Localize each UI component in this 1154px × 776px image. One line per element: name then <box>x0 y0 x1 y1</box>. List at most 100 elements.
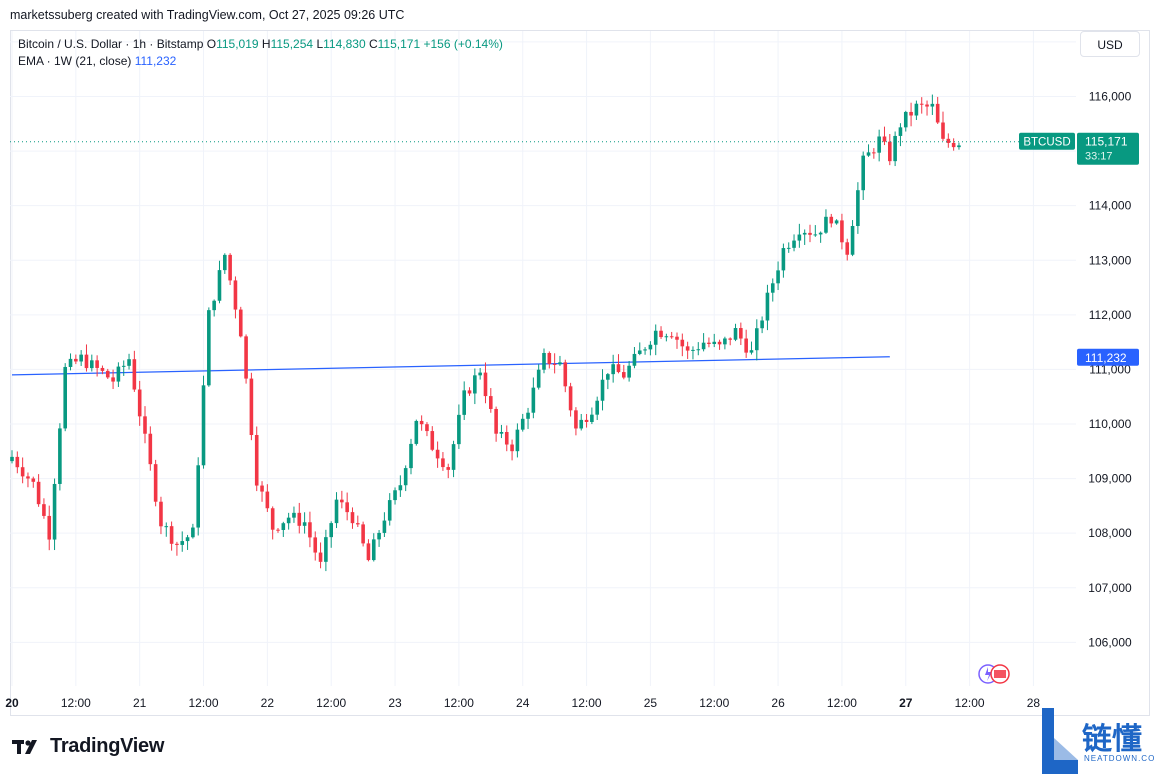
candle-body <box>792 240 796 248</box>
candle-body <box>302 522 307 526</box>
candle-body <box>643 349 647 351</box>
candle-body <box>882 136 887 142</box>
high-value: 115,254 <box>270 37 314 51</box>
y-tick-label: 106,000 <box>1088 635 1132 649</box>
candle-body <box>286 517 291 524</box>
candle-body <box>600 379 605 401</box>
candle-body <box>52 483 57 540</box>
currency-button[interactable]: USD <box>1080 31 1140 57</box>
candle-body <box>872 152 876 154</box>
candle-body <box>616 364 621 373</box>
x-tick-label: 20 <box>5 696 19 710</box>
candle-body <box>680 339 685 347</box>
candle-body <box>856 190 860 227</box>
symbol-title[interactable]: Bitcoin / U.S. Dollar · 1h · Bitstamp <box>18 37 204 51</box>
candle-body <box>127 359 131 366</box>
candle-body <box>866 152 871 156</box>
x-tick-label: 22 <box>261 696 275 710</box>
candle-body <box>10 456 14 462</box>
candle-body <box>590 414 594 422</box>
candle-body <box>861 155 865 191</box>
candle-body <box>941 122 945 139</box>
last-price-tag-value: 115,171 <box>1085 135 1128 149</box>
change-value: +156 (+0.14%) <box>423 37 503 51</box>
site-watermark: 链懂 NEATDOWN.COM <box>1040 708 1154 774</box>
candle-body <box>329 523 333 538</box>
candle-body <box>175 543 179 545</box>
candles <box>10 94 961 572</box>
candle-body <box>520 418 525 430</box>
ema-line-group <box>11 356 890 376</box>
candle-body <box>888 141 892 162</box>
candle-body <box>685 346 690 351</box>
candle-body <box>669 336 674 338</box>
x-tick-label: 24 <box>516 696 530 710</box>
candle-body <box>68 358 73 367</box>
candle-body <box>728 338 732 340</box>
y-tick-label: 107,000 <box>1088 581 1132 595</box>
candle-body <box>648 344 653 350</box>
ema-price-tag-value: 111,232 <box>1085 351 1127 365</box>
candle-body <box>696 349 701 351</box>
candle-body <box>653 330 658 345</box>
x-tick-label: 27 <box>899 696 913 710</box>
candle-body <box>47 515 52 540</box>
high-label: H <box>261 37 271 51</box>
ema-label[interactable]: EMA · 1W (21, close) <box>18 54 132 68</box>
candle-body <box>265 491 270 509</box>
candle-body <box>153 464 158 502</box>
candle-body <box>627 365 631 378</box>
tradingview-logo[interactable]: TradingView <box>12 735 164 758</box>
y-tick-label: 116,000 <box>1089 90 1132 104</box>
candle-body <box>143 416 147 434</box>
candle-body <box>212 300 216 311</box>
candle-body <box>755 328 759 351</box>
candle-body <box>121 365 126 367</box>
open-label: O <box>206 37 217 51</box>
candle-body <box>845 242 850 255</box>
symbol-tag-label: BTCUSD <box>1023 137 1070 149</box>
candle-body <box>233 280 238 310</box>
candle-body <box>84 354 89 369</box>
candle-body <box>951 142 956 148</box>
candle-body <box>749 350 754 353</box>
candle-body <box>201 385 206 466</box>
candle-body <box>829 216 834 224</box>
x-tick-label: 21 <box>133 696 147 710</box>
y-tick-label: 112,000 <box>1089 308 1132 322</box>
candle-body <box>196 465 200 528</box>
candle-body <box>435 449 440 459</box>
close-label: C <box>368 37 378 51</box>
candle-body <box>723 338 727 345</box>
candle-body <box>393 490 397 501</box>
candle-body <box>717 341 722 345</box>
tradingview-logo-text: TradingView <box>50 735 165 757</box>
chart-credit: marketssuberg created with TradingView.c… <box>10 8 405 22</box>
y-tick-label: 109,000 <box>1088 472 1132 486</box>
candle-body <box>946 138 951 143</box>
candle-body <box>387 500 392 521</box>
candle-body <box>840 220 844 243</box>
candle-body <box>701 342 706 350</box>
y-tick-label: 111,000 <box>1089 362 1131 376</box>
y-tick-label: 114,000 <box>1089 199 1132 213</box>
candle-body <box>334 499 339 524</box>
candle-body <box>818 232 823 235</box>
y-tick-label: 110,000 <box>1089 417 1132 431</box>
candle-body <box>494 408 498 434</box>
candle-body <box>893 135 897 162</box>
candle-body <box>574 410 578 429</box>
candle-body <box>371 539 376 561</box>
candle-body <box>79 354 83 362</box>
candle-body <box>558 362 562 365</box>
x-tick-label: 26 <box>771 696 785 710</box>
candle-body <box>584 419 589 422</box>
candle-body <box>579 419 584 429</box>
candle-body <box>95 360 99 368</box>
candle-body <box>31 478 36 482</box>
x-tick-label: 28 <box>1027 696 1041 710</box>
candle-body <box>547 352 552 364</box>
candle-body <box>770 283 775 293</box>
candle-body <box>238 309 243 337</box>
